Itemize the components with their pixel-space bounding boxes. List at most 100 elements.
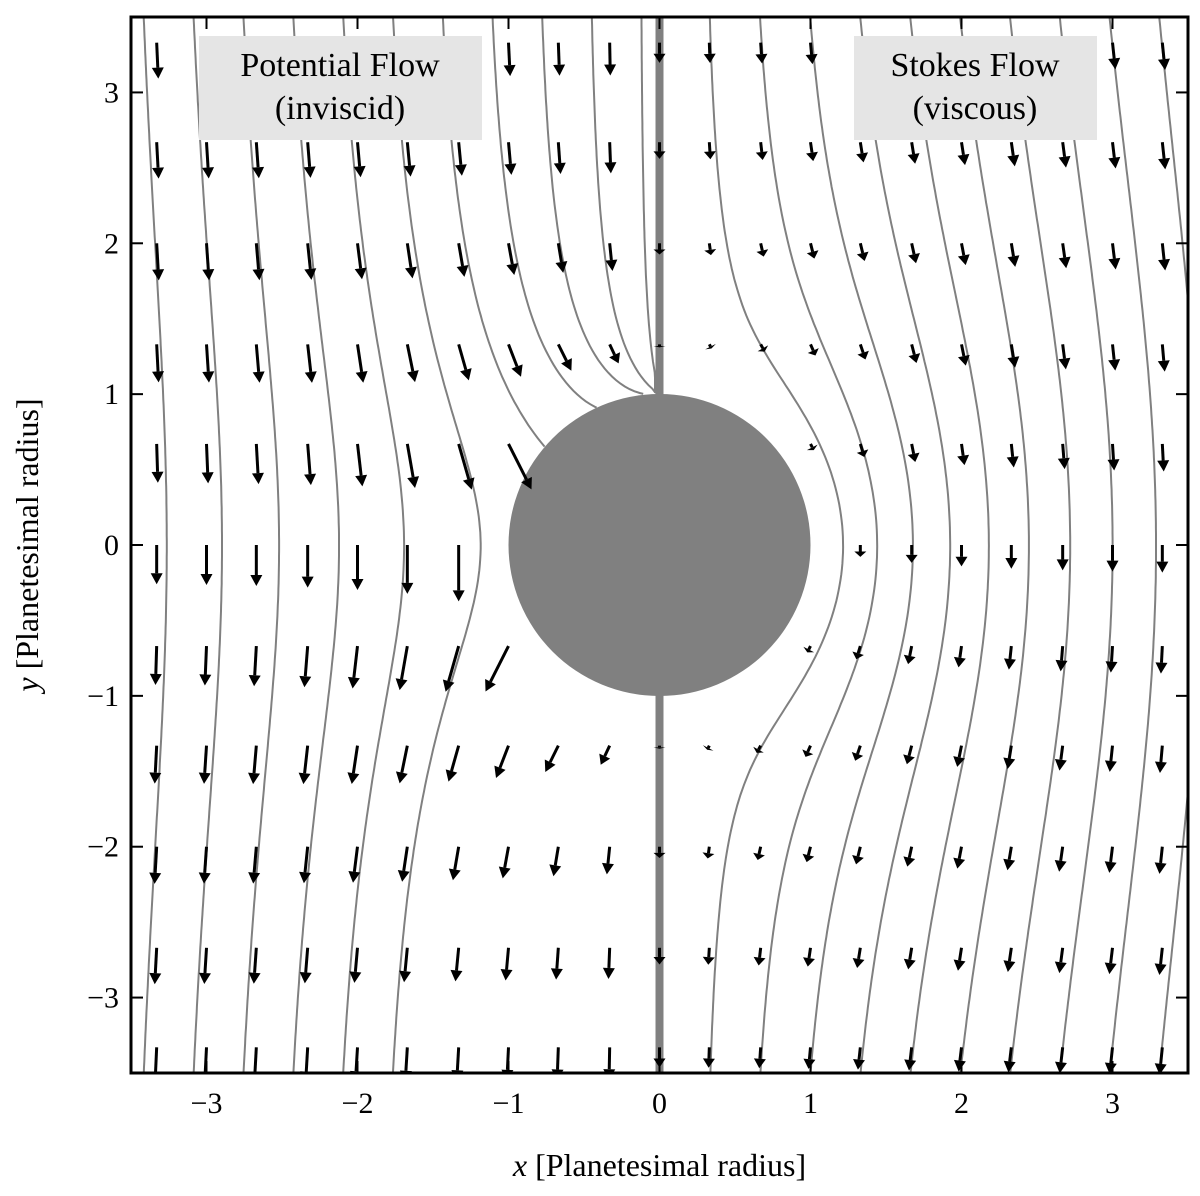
velocity-arrow bbox=[953, 645, 966, 668]
panel-right-title: Stokes Flow bbox=[890, 47, 1060, 84]
velocity-arrow bbox=[903, 645, 916, 665]
streamline bbox=[491, 17, 598, 409]
velocity-arrow bbox=[248, 645, 261, 687]
velocity-arrow bbox=[907, 141, 920, 164]
velocity-arrow bbox=[299, 645, 312, 688]
velocity-arrow bbox=[403, 142, 416, 177]
velocity-arrow bbox=[399, 947, 412, 983]
velocity-arrow bbox=[605, 243, 618, 271]
velocity-arrow bbox=[507, 443, 532, 490]
velocity-arrow bbox=[653, 42, 666, 63]
x-axis-text: [Planetesimal radius] bbox=[527, 1147, 806, 1183]
velocity-arrow bbox=[252, 344, 265, 383]
velocity-arrow bbox=[1056, 545, 1069, 571]
velocity-arrow bbox=[856, 141, 869, 163]
velocity-arrow bbox=[450, 947, 463, 982]
velocity-arrow bbox=[355, 443, 368, 487]
velocity-arrow bbox=[500, 947, 513, 981]
velocity-arrow bbox=[202, 243, 215, 281]
velocity-arrow bbox=[1154, 947, 1167, 976]
velocity-arrow bbox=[553, 42, 566, 76]
panel-right-subtitle: (viscous) bbox=[913, 90, 1038, 127]
velocity-arrow bbox=[252, 142, 265, 179]
velocity-arrow bbox=[702, 1047, 715, 1068]
velocity-arrow bbox=[347, 745, 360, 785]
velocity-arrow bbox=[755, 42, 768, 64]
velocity-arrow bbox=[1055, 645, 1068, 672]
velocity-arrow bbox=[856, 443, 869, 458]
velocity-arrow bbox=[1058, 142, 1071, 168]
velocity-arrow bbox=[705, 343, 716, 350]
velocity-arrow bbox=[802, 846, 815, 863]
velocity-arrow bbox=[702, 947, 715, 965]
velocity-arrow bbox=[903, 745, 915, 765]
velocity-arrow bbox=[908, 343, 921, 363]
velocity-arrow bbox=[806, 443, 818, 451]
velocity-arrow bbox=[653, 243, 666, 255]
velocity-arrow bbox=[553, 142, 566, 175]
plot-area bbox=[142, 17, 1188, 1073]
velocity-arrow bbox=[454, 142, 467, 176]
velocity-arrow bbox=[200, 545, 213, 585]
streamline bbox=[640, 17, 658, 394]
velocity-arrow bbox=[703, 42, 716, 64]
velocity-arrow bbox=[1105, 645, 1118, 673]
streamline bbox=[708, 17, 845, 1073]
velocity-arrow bbox=[248, 745, 261, 785]
velocity-arrow bbox=[802, 745, 814, 757]
velocity-arrow bbox=[1104, 1047, 1117, 1073]
velocity-arrow bbox=[349, 947, 362, 983]
velocity-arrow bbox=[199, 646, 212, 686]
velocity-arrow bbox=[304, 443, 317, 486]
velocity-arrow bbox=[399, 1047, 412, 1073]
velocity-arrows bbox=[149, 42, 1171, 1073]
y-tick-label: 3 bbox=[104, 76, 119, 109]
velocity-arrow bbox=[1003, 846, 1016, 871]
velocity-arrow bbox=[353, 142, 366, 178]
velocity-arrow bbox=[853, 1047, 865, 1070]
velocity-arrow bbox=[304, 344, 317, 383]
velocity-arrow bbox=[451, 1047, 464, 1073]
velocity-arrow bbox=[1158, 42, 1170, 71]
velocity-arrow bbox=[703, 142, 716, 160]
velocity-arrow bbox=[1107, 443, 1120, 471]
velocity-arrow bbox=[544, 744, 560, 772]
velocity-arrow bbox=[202, 142, 215, 179]
velocity-arrow bbox=[599, 745, 612, 765]
panel-label-left: Potential Flow (inviscid) bbox=[199, 36, 482, 140]
y-tick-label: 2 bbox=[104, 227, 119, 260]
velocity-arrow bbox=[1154, 745, 1167, 773]
velocity-arrow bbox=[149, 846, 162, 884]
velocity-arrow bbox=[301, 545, 314, 588]
velocity-arrow bbox=[1058, 344, 1071, 370]
panel-left-subtitle: (inviscid) bbox=[275, 90, 405, 127]
streamline bbox=[192, 17, 223, 1073]
velocity-arrow bbox=[152, 142, 165, 179]
velocity-arrow bbox=[152, 243, 165, 281]
velocity-arrow bbox=[351, 545, 364, 590]
streamline bbox=[909, 17, 990, 1073]
streamline bbox=[342, 17, 406, 1073]
x-axis-var: x bbox=[512, 1147, 527, 1183]
x-tick-label: −1 bbox=[493, 1087, 525, 1120]
velocity-arrow bbox=[653, 745, 666, 749]
velocity-arrow bbox=[908, 242, 920, 264]
velocity-arrow bbox=[452, 545, 465, 602]
velocity-arrow bbox=[201, 443, 214, 484]
velocity-arrow bbox=[303, 142, 316, 178]
velocity-arrow bbox=[348, 846, 361, 883]
velocity-arrow bbox=[857, 343, 869, 360]
velocity-arrow bbox=[1158, 243, 1171, 271]
velocity-arrow bbox=[501, 1047, 514, 1073]
y-tick-label: 0 bbox=[104, 529, 119, 562]
velocity-arrow bbox=[953, 1047, 966, 1072]
x-tick-label: −2 bbox=[342, 1087, 374, 1120]
velocity-arrow bbox=[507, 343, 523, 377]
velocity-arrow bbox=[1003, 745, 1016, 769]
velocity-arrow bbox=[1108, 142, 1121, 169]
x-tick-label: 2 bbox=[954, 1087, 969, 1120]
velocity-arrow bbox=[555, 243, 568, 273]
velocity-arrow bbox=[199, 1047, 212, 1073]
velocity-arrow bbox=[852, 846, 864, 865]
velocity-arrow bbox=[250, 545, 263, 587]
